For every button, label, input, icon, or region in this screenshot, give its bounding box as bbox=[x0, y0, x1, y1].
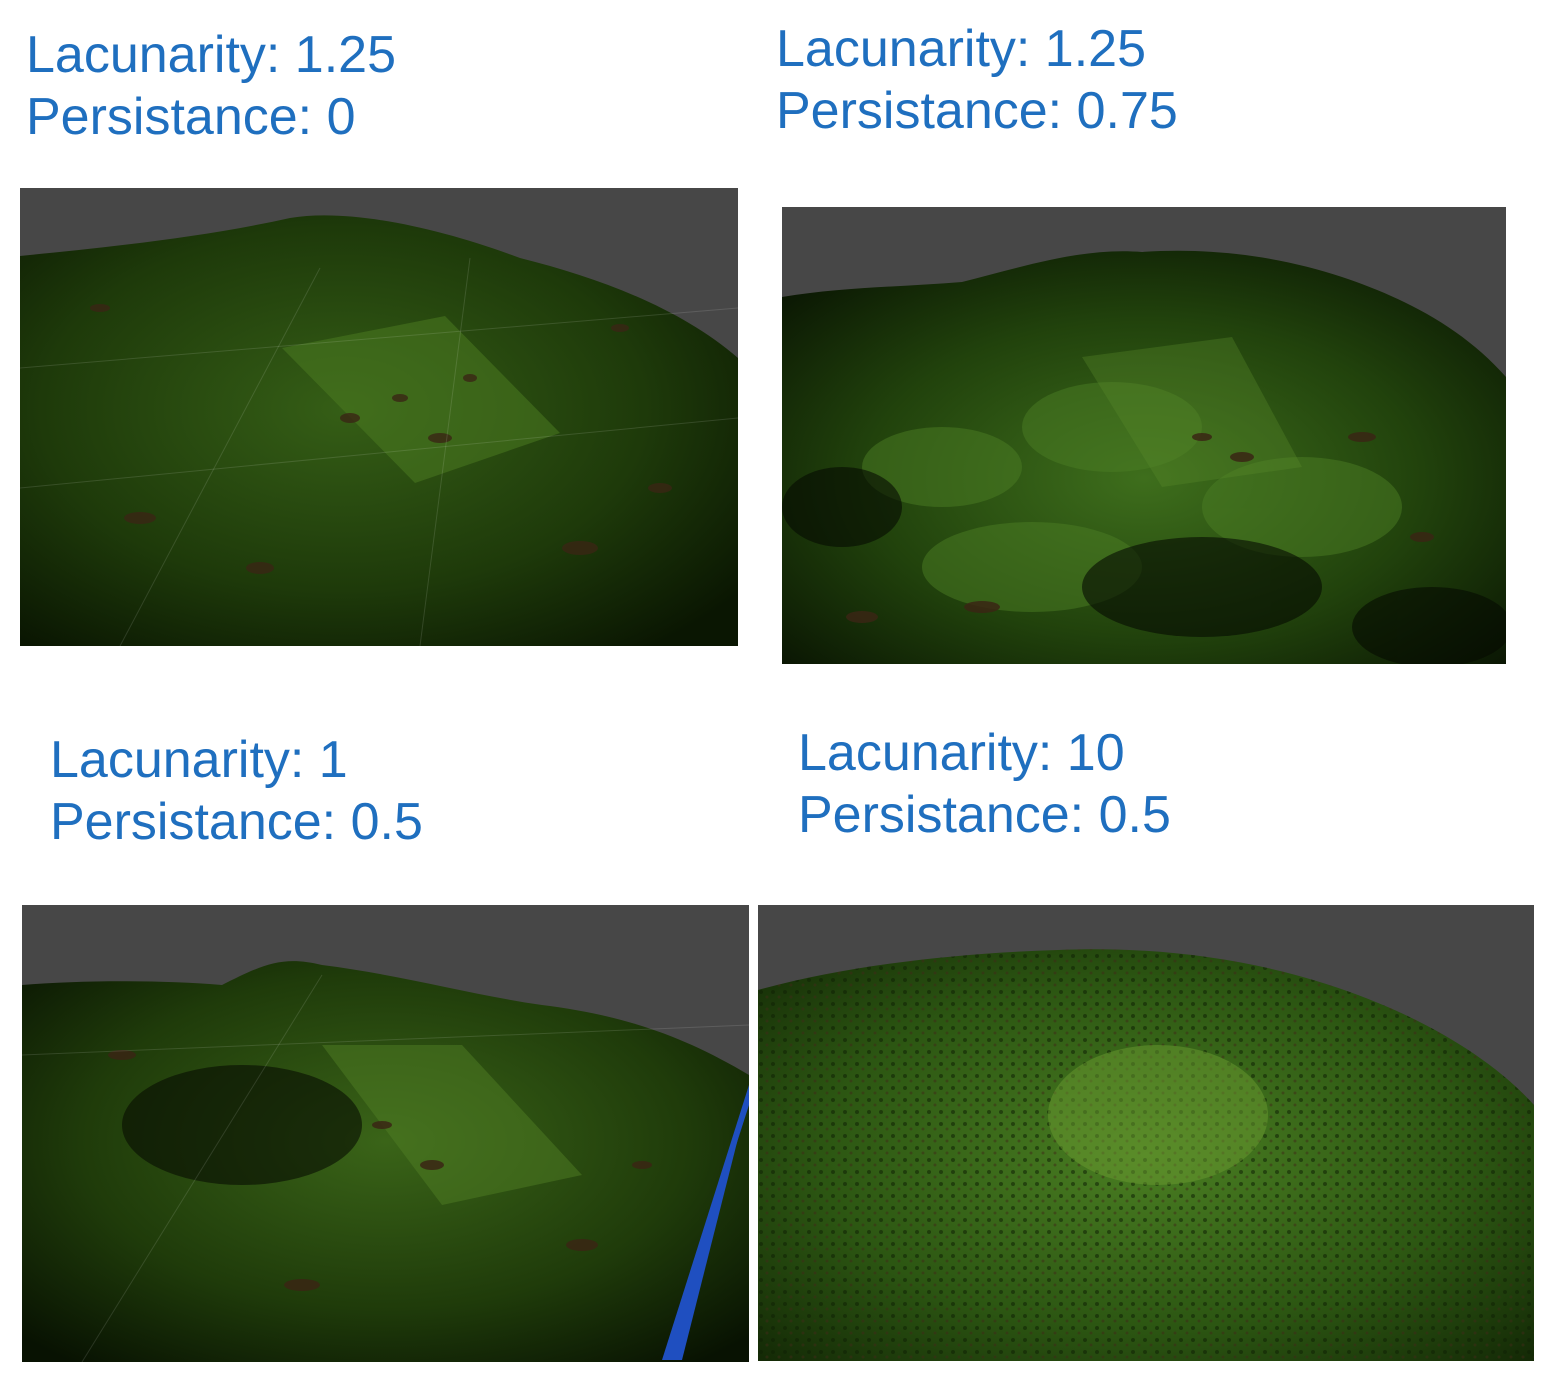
panel-1-caption: Lacunarity: 1.25 Persistance: 0 bbox=[26, 24, 396, 148]
panel-2-caption: Lacunarity: 1.25 Persistance: 0.75 bbox=[776, 18, 1178, 142]
terrain-render-3 bbox=[22, 905, 749, 1362]
persistance-label: Persistance: 0.75 bbox=[776, 82, 1178, 140]
terrain-render-1 bbox=[20, 188, 738, 646]
lacunarity-label: Lacunarity: 1 bbox=[50, 731, 348, 789]
persistance-label: Persistance: 0.5 bbox=[798, 786, 1171, 844]
lacunarity-label: Lacunarity: 1.25 bbox=[776, 20, 1147, 78]
terrain-render-4 bbox=[758, 905, 1534, 1361]
lacunarity-label: Lacunarity: 1.25 bbox=[26, 26, 397, 84]
panel-4-caption: Lacunarity: 10 Persistance: 0.5 bbox=[798, 722, 1171, 846]
panel-3-caption: Lacunarity: 1 Persistance: 0.5 bbox=[50, 729, 423, 853]
terrain-render-2 bbox=[782, 207, 1506, 664]
lacunarity-label: Lacunarity: 10 bbox=[798, 724, 1125, 782]
persistance-label: Persistance: 0 bbox=[26, 88, 356, 146]
persistance-label: Persistance: 0.5 bbox=[50, 793, 423, 851]
